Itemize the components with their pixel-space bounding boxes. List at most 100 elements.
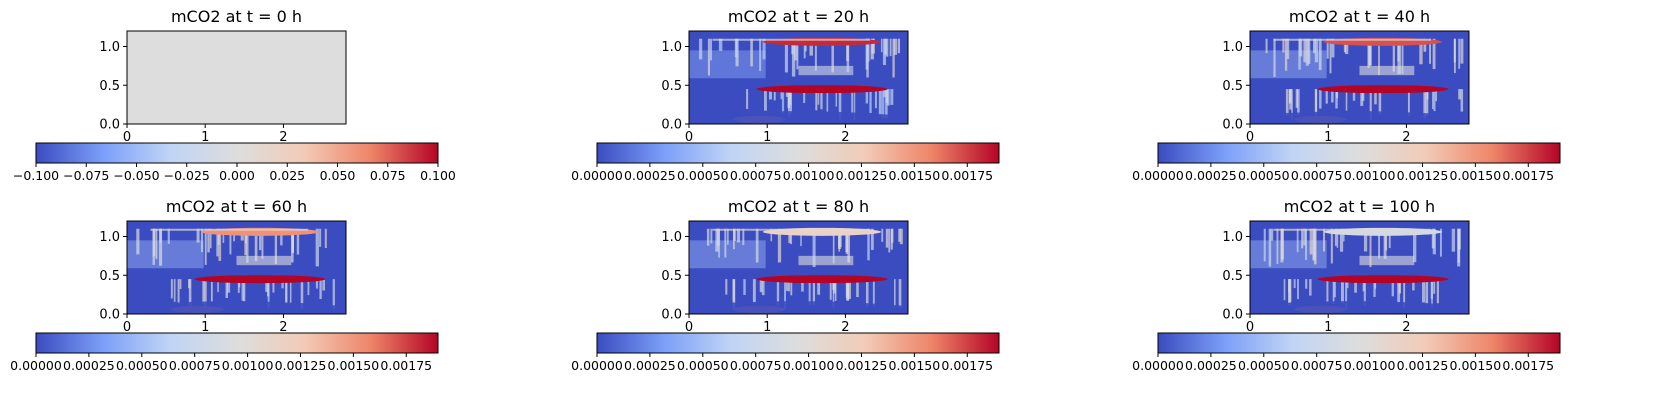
axes-frame bbox=[1249, 30, 1470, 125]
colorbar-tick-label: 0.00125 bbox=[1397, 358, 1449, 373]
panel-title: mCO2 at t = 20 h bbox=[728, 7, 869, 26]
lower-finger bbox=[202, 279, 205, 304]
panel-t40: mCO2 at t = 40 h0.00.51.00 1 20.00000 0.000… bbox=[1132, 7, 1561, 183]
panel-t60: mCO2 at t = 60 h0.00.51.00 1 20.00000 0.000… bbox=[10, 197, 439, 373]
lower-finger bbox=[281, 279, 284, 289]
lower-finger bbox=[1340, 279, 1344, 304]
lower-finger bbox=[786, 279, 788, 291]
upper-finger bbox=[1369, 228, 1372, 268]
colorbar bbox=[596, 332, 1000, 354]
lower-finger bbox=[846, 279, 849, 301]
upper-finger bbox=[881, 228, 884, 242]
upper-finger bbox=[755, 228, 759, 263]
upper-finger bbox=[136, 228, 140, 255]
colorbar bbox=[1157, 142, 1561, 164]
lower-finger bbox=[817, 89, 820, 105]
lower-finger bbox=[725, 279, 728, 295]
lower-finger bbox=[865, 89, 869, 104]
upper-finger bbox=[1429, 38, 1431, 64]
x-tick-label: 0 bbox=[123, 320, 131, 335]
upper-finger bbox=[1299, 38, 1303, 57]
upper-finger bbox=[1280, 228, 1284, 263]
lower-finger bbox=[1326, 279, 1329, 302]
y-tick-label: 0.5 bbox=[1222, 79, 1243, 94]
upper-finger bbox=[1309, 228, 1313, 255]
lower-finger bbox=[808, 279, 811, 305]
upper-finger bbox=[1312, 228, 1316, 261]
upper-finger bbox=[1458, 38, 1461, 69]
y-tick-label: 1.0 bbox=[1222, 230, 1243, 245]
upper-finger bbox=[762, 38, 766, 60]
y-tick-label: 0.5 bbox=[99, 79, 120, 94]
upper-finger bbox=[710, 228, 713, 244]
lower-finger bbox=[177, 279, 180, 304]
upper-finger bbox=[1343, 38, 1347, 53]
lower-finger bbox=[764, 89, 767, 111]
lower-finger bbox=[1291, 89, 1293, 120]
y-tick-label: 0.0 bbox=[661, 118, 682, 133]
axes-frame bbox=[126, 30, 347, 125]
lower-finger bbox=[1433, 89, 1436, 112]
upper-finger bbox=[155, 228, 158, 259]
lower-finger bbox=[869, 89, 872, 113]
upper-finger bbox=[254, 228, 258, 262]
bottom-boundary bbox=[689, 301, 908, 314]
upper-finger bbox=[1363, 228, 1368, 252]
field-background bbox=[127, 221, 346, 314]
upper-layer-band bbox=[1273, 38, 1432, 41]
lower-finger bbox=[890, 89, 894, 105]
lower-finger bbox=[1412, 279, 1415, 291]
upper-finger bbox=[222, 228, 225, 243]
colorbar-tick-label: 0.00050 bbox=[1238, 358, 1290, 373]
lower-finger bbox=[267, 279, 270, 309]
x-tick-label: 0 bbox=[1246, 130, 1254, 145]
y-tick-label: 1.0 bbox=[99, 40, 120, 55]
lower-finger bbox=[752, 279, 756, 304]
lower-finger bbox=[307, 279, 310, 296]
upper-finger bbox=[898, 228, 901, 242]
lower-finger bbox=[815, 89, 818, 111]
upper-finger bbox=[246, 228, 249, 263]
colorbar-tick-label: 0.00075 bbox=[1291, 358, 1343, 373]
axes-frame bbox=[688, 30, 909, 125]
upper-finger bbox=[698, 38, 703, 60]
colorbar-tick-label: 0.00100 bbox=[783, 358, 835, 373]
lower-finger bbox=[1374, 279, 1377, 289]
upper-finger bbox=[1384, 228, 1388, 251]
lower-finger bbox=[1346, 279, 1349, 289]
upper-finger bbox=[742, 228, 745, 246]
lower-finger bbox=[801, 279, 804, 292]
lower-finger bbox=[1325, 89, 1328, 104]
lower-finger bbox=[812, 279, 816, 306]
panel-t20: mCO2 at t = 20 h0.00.51.00 1 20.00000 0.000… bbox=[571, 7, 1000, 183]
colorbar-tick-label: 0.00100 bbox=[783, 168, 835, 183]
colorbar-tick-label: 0.00100 bbox=[1344, 168, 1396, 183]
x-tick-label: 0 bbox=[685, 320, 693, 335]
upper-finger bbox=[1318, 38, 1322, 71]
x-tick-label: 0 bbox=[123, 130, 131, 145]
upper-finger bbox=[319, 228, 322, 247]
colorbar-tick-label: 0.00000 bbox=[571, 358, 623, 373]
upper-finger bbox=[196, 228, 200, 243]
axes-frame bbox=[1249, 220, 1470, 315]
lower-finger bbox=[838, 89, 842, 120]
upper-finger bbox=[1451, 228, 1456, 252]
lower-finger bbox=[179, 279, 182, 290]
upper-finger bbox=[1432, 228, 1436, 255]
lower-finger bbox=[773, 89, 776, 101]
lower-finger bbox=[878, 89, 882, 116]
lower-finger bbox=[1430, 279, 1433, 300]
upper-finger bbox=[832, 228, 835, 264]
upper-finger bbox=[800, 228, 802, 247]
colorbar-tick-label: 0.00150 bbox=[1450, 168, 1502, 183]
colorbar-tick-label: 0.00100 bbox=[1344, 358, 1396, 373]
colorbar-tick-label: 0.00125 bbox=[1397, 168, 1449, 183]
lower-finger bbox=[1354, 279, 1357, 293]
x-tick-label: 2 bbox=[279, 130, 287, 145]
colorbar-tick-label: 0.00000 bbox=[1132, 168, 1184, 183]
colorbar-tick-label: 0.000 bbox=[219, 168, 255, 183]
upper-finger bbox=[207, 228, 210, 253]
lower-finger bbox=[1460, 89, 1464, 112]
upper-finger bbox=[880, 38, 883, 53]
lower-finger bbox=[886, 89, 890, 106]
